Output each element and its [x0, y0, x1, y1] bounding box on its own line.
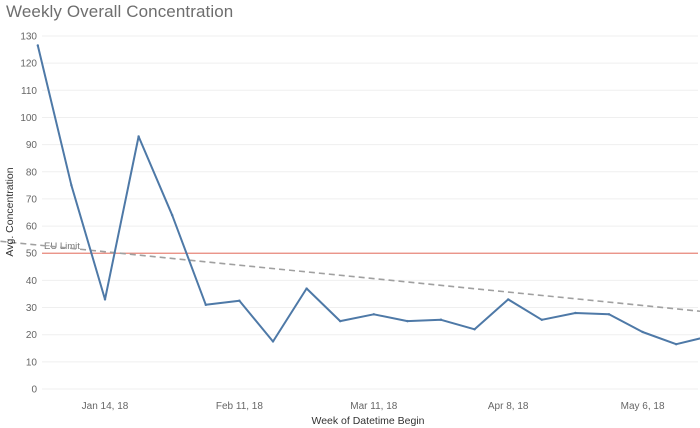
- data-point: [36, 44, 39, 47]
- y-tick-label: 50: [26, 249, 38, 260]
- y-tick-label: 0: [31, 385, 37, 396]
- x-tick-label: Mar 11, 18: [350, 401, 397, 412]
- x-tick-label: Feb 11, 18: [216, 401, 264, 412]
- data-point: [171, 214, 174, 217]
- gridlines: [42, 35, 698, 390]
- data-point: [473, 328, 476, 331]
- x-axis-ticks: Jan 14, 18 Feb 11, 18 Mar 11, 18 Apr 8, 18 M…: [82, 401, 665, 412]
- x-tick-label: Jan 14, 18: [82, 401, 129, 412]
- data-point: [238, 299, 241, 302]
- x-tick-label: May 6, 18: [621, 401, 665, 412]
- data-point: [641, 330, 644, 334]
- data-point: [372, 313, 375, 316]
- y-tick-label: 10: [26, 357, 38, 368]
- x-tick-label: Apr 8, 18: [488, 401, 529, 412]
- data-point: [675, 342, 678, 346]
- y-tick-label: 110: [21, 86, 37, 97]
- data-point: [607, 313, 611, 316]
- data-point: [70, 184, 73, 187]
- data-point: [439, 318, 443, 321]
- y-tick-label: 90: [26, 140, 38, 151]
- y-tick-label: 20: [26, 330, 38, 341]
- y-tick-label: 60: [26, 222, 38, 233]
- data-point: [137, 135, 140, 138]
- data-point: [507, 298, 510, 301]
- trend-line: [0, 240, 700, 313]
- series-line: [36, 45, 700, 346]
- eu-limit-reference: EU Limit: [42, 241, 698, 254]
- data-point: [406, 319, 409, 323]
- data-point: [271, 340, 275, 343]
- y-axis-ticks: 0 10 20 30 40 50 60 70 80 90 100 110 120 130: [20, 32, 37, 396]
- series-layer: [36, 44, 700, 346]
- y-tick-label: 100: [20, 113, 37, 124]
- y-tick-label: 30: [26, 303, 38, 314]
- y-axis-title: Avg. Concentration: [4, 167, 16, 256]
- x-axis-title: Week of Datetime Begin: [311, 415, 424, 427]
- y-tick-label: 80: [26, 167, 38, 178]
- y-tick-label: 130: [20, 32, 37, 43]
- y-tick-label: 120: [20, 59, 37, 70]
- data-point: [574, 311, 577, 315]
- data-point: [204, 303, 207, 307]
- data-point: [540, 318, 543, 321]
- data-point: [103, 298, 107, 301]
- data-point: [339, 319, 342, 323]
- y-tick-label: 40: [26, 276, 38, 287]
- y-tick-label: 70: [26, 194, 38, 205]
- chart-title: Weekly Overall Concentration: [6, 2, 234, 21]
- data-point: [305, 287, 308, 290]
